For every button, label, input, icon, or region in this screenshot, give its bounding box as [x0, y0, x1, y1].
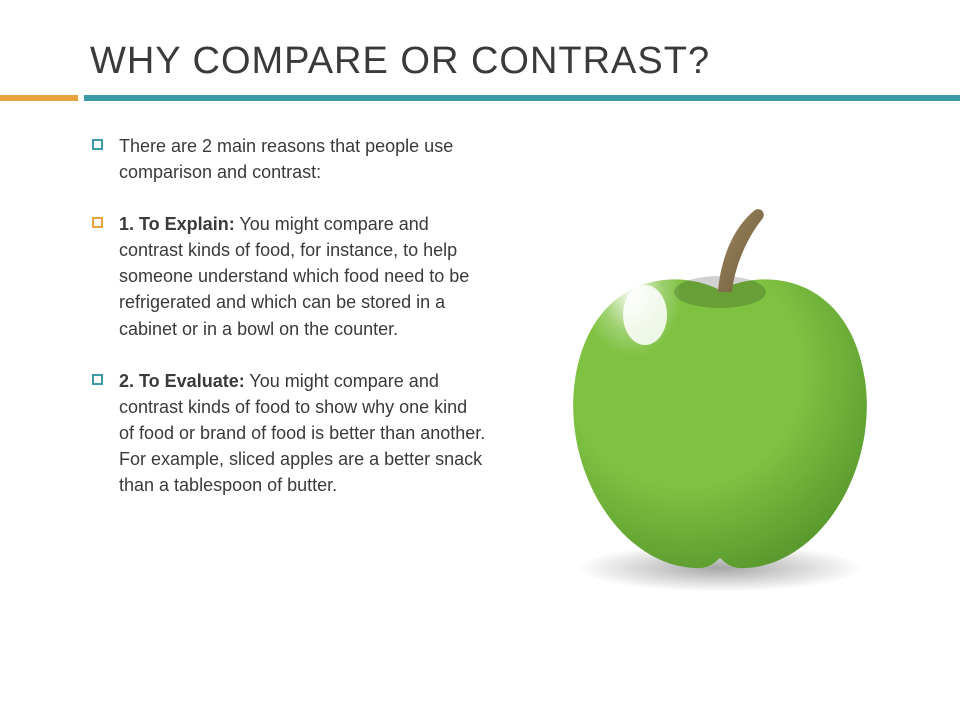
bullet-text: 1. To Explain: You might compare and con… [119, 211, 487, 341]
bullet-text: 2. To Evaluate: You might compare and co… [119, 368, 487, 498]
slide: WHY COMPARE OR CONTRAST? There are 2 mai… [0, 0, 960, 720]
apple-svg [520, 170, 920, 600]
bullet-text: There are 2 main reasons that people use… [119, 133, 487, 185]
body-content: There are 2 main reasons that people use… [92, 133, 487, 498]
bullet-item: 2. To Evaluate: You might compare and co… [92, 368, 487, 498]
apple-highlight [582, 245, 738, 445]
title-divider [0, 95, 960, 101]
divider-accent-orange [0, 95, 78, 101]
bullet-square-icon [92, 139, 103, 150]
bullet-rest: There are 2 main reasons that people use… [119, 136, 453, 182]
bullet-bold: 2. To Evaluate: [119, 371, 245, 391]
bullet-item: 1. To Explain: You might compare and con… [92, 211, 487, 341]
bullet-item: There are 2 main reasons that people use… [92, 133, 487, 185]
bullet-bold: 1. To Explain: [119, 214, 235, 234]
apple-image [520, 170, 920, 600]
bullet-square-icon [92, 374, 103, 385]
divider-accent-teal [84, 95, 960, 101]
apple-specular [623, 285, 667, 345]
bullet-square-icon [92, 217, 103, 228]
slide-title: WHY COMPARE OR CONTRAST? [90, 40, 960, 83]
